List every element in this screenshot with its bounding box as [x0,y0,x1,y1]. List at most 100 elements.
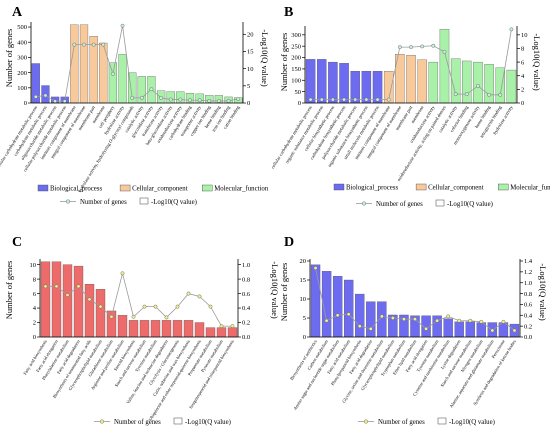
legend-marker-number-of-genes [362,201,367,206]
panel-a-right-tick-label: 15 [247,49,254,56]
q-point-starch-and-sucrose-metabolism [142,304,147,309]
panel-a-left-tick-label: 200 [17,70,27,77]
q-point-glycerophospholipid-metabolism [390,316,395,320]
q-point-sesquiterpenoid-and-triterpenoid-biosynthesis [230,324,235,329]
panel-c-q-value-line [45,273,233,327]
panel-a-left-tick-label: 0 [24,100,27,107]
panel-d-bars [310,264,520,338]
bar-membrane [417,59,427,104]
q-point-cutin-suberine-and-wax-biosynthesis [186,291,191,296]
bar-organic-substance-metabolic-process [317,59,327,104]
panel-d-letter: D [284,235,294,250]
q-point-carbohydrate-biosynthetic-process [342,97,346,102]
bar-phenylalanine-metabolism [62,264,73,338]
q-point-tyrosine-metabolism [153,304,158,309]
panel-d-left-tick-label: 5 [303,315,306,322]
panel-c-series-legend: Number of genes -Log10(Q value) [94,417,231,426]
q-point-heme-binding [487,92,492,97]
legend-label-molecular-function: Molecular_function [214,186,269,193]
panel-a-axes [30,22,244,104]
panel-b-y-axis-label: Number of genes [279,33,289,92]
panel-b-left-tick-label: 300 [291,32,301,39]
bar-arginine-and-proline-metabolism [117,315,128,338]
panel-b-letter: B [284,5,293,20]
panel-b-right-tick-label: 8 [521,46,524,53]
panel-c-q-line [43,271,235,329]
bar-tyrosine-metabolism [150,320,161,338]
panel-a-q-line [33,23,241,104]
panel-c-y2-axis-label: -Log10(Q value) [270,261,280,319]
panel-a-right-tick-label: 10 [247,66,254,73]
q-point-starch-and-sucrose-metabolism [468,318,473,323]
panel-a-q-value-line [35,25,239,102]
bar-monooxygenase-activity [473,61,483,104]
bar-fatty-acid-elongation [51,261,62,338]
panel-d-right-tick-label: 1.2 [524,269,532,276]
legend-label-molecular-function: Molecular_function [510,185,550,192]
panel-b-left-tick-label: 100 [291,77,301,84]
bar-oxidoreductase-activity [428,61,439,104]
q-point-membrane [420,44,425,49]
panel-c-right-tick-label: 0.0 [242,334,250,341]
legend-label-number-of-genes: Number of genes [376,201,423,208]
bar-valine-leucine-and-isoleucine-degradation [161,320,172,338]
panel-a-group-legend: Biological_process Cellular_component Mole… [37,184,269,193]
panel-c-left-tick-label: 10 [30,262,37,269]
q-point-membrane [101,42,106,47]
bar-cutin-suberine-and-wax-biosynthesis [183,320,194,338]
q-point-oxidoreductase-activity-acting-on-paired-donors [442,49,447,54]
panel-a-right-ticks: 0 5 10 15 20 [243,32,254,107]
q-point-propanoate-metabolism [208,304,213,309]
q-point-carbohydrate-binding [188,98,192,103]
bar-phenylpropanoid-biosynthesis [355,293,365,338]
bar-carbohydrate-biosynthetic-process [339,63,349,104]
q-point-cellular-carbohydrate-metabolic-process [308,97,313,102]
panel-d-y2-axis-label: -Log10(Q value) [538,263,548,321]
panel-b-right-tick-label: 10 [521,32,528,39]
q-point-oligosaccharide-metabolic-process [53,99,57,104]
bar-propanoate-metabolism [205,327,216,338]
q-point-glutathione-metabolism [109,314,114,319]
bar-integral-component-of-membrane [79,24,89,104]
legend-label-neg-log10-q: -Log10(Q value) [447,201,493,208]
q-point-alanine-aspartate-and-glutamate-metabolism [490,328,495,333]
q-point-glycine-serine-and-threonine-metabolism [379,314,384,319]
q-point-intrinsic-component-of-membrane [386,97,391,102]
q-point-cofactor-binding [464,92,469,97]
panel-c-letter: C [12,235,22,250]
legend-marker-number-of-genes [65,199,70,204]
q-point-fatty-acid-metabolism [346,312,351,317]
q-point-steroid-biosynthesis [131,314,136,319]
q-point-cation-binding [236,96,241,101]
q-point-cellular-carbohydrate-metabolic-process [33,94,38,99]
panel-d-left-tick-label: 10 [300,296,307,303]
q-point-catalytic-activity [453,92,458,97]
q-point-pyruvate-metabolism [219,324,224,329]
q-point-ether-lipid-metabolism [413,317,417,321]
panel-b-right-ticks: 0 2 4 6 8 10 [517,32,528,107]
q-point-biosynthesis-of-antibiotics [313,266,318,270]
panel-b-q-line [308,27,514,102]
panel-a-series-legend: Number of genes -Log10(Q value) [60,197,197,206]
legend-swatch-biological-process [37,184,49,192]
q-point-heme-binding [217,99,221,103]
bar-starch-and-sucrose-metabolism [465,321,475,338]
panel-d-right-tick-label: 0.0 [524,334,532,341]
q-point-amino-sugar-and-nucleotide-sugar-metabolism [335,313,340,318]
q-point-small-molecule-metabolic-process [375,97,380,102]
q-point-phenylpropanoid-biosynthesis [357,324,362,329]
bar-glycine-serine-and-threonine-metabolism [377,301,387,338]
legend-swatch-biological-process [333,183,345,191]
legend-swatch-molecular-function [498,183,509,191]
panel-c-left-ticks: 0 2 4 6 8 10 [30,262,40,341]
panel-b-series-legend: Number of genes -Log10(Q value) [356,199,493,208]
panel-a: A Number of genes -Log10(Q value) 010020… [0,5,270,206]
panel-d-right-ticks: 0.0 0.2 0.4 0.6 0.8 1.0 1.2 1.4 [520,258,533,341]
q-point-fatty-acid-degradation [368,326,373,331]
panel-b-left-tick-label: 0 [298,100,301,107]
panel-a-left-tick-label: 400 [17,39,27,46]
q-point-fatty-acid-elongation [54,284,59,289]
